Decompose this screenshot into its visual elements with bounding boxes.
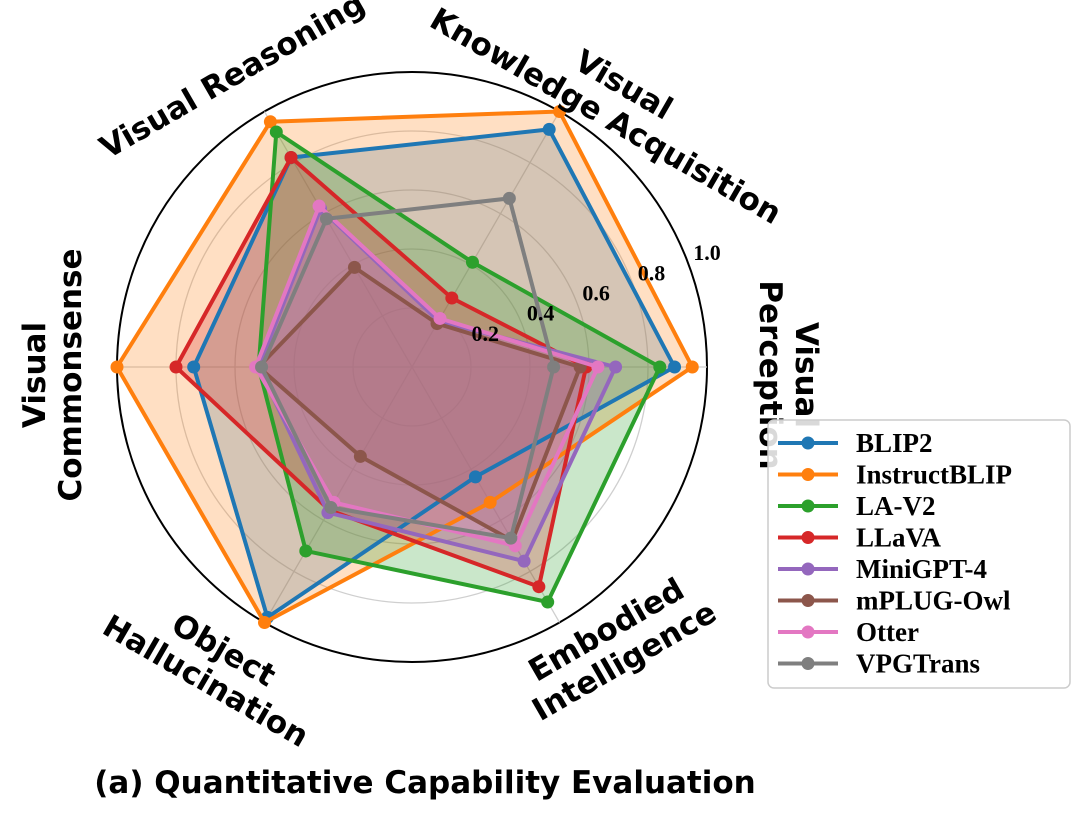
data-point-instructblip [685, 360, 699, 374]
data-point-instructblip [483, 495, 497, 509]
data-point-blip2 [542, 122, 556, 136]
data-point-instructblip [110, 360, 124, 374]
data-point-minigpt-4 [517, 554, 531, 568]
radial-tick-label: 0.2 [471, 321, 499, 346]
axis-label-line: Visual [17, 322, 53, 428]
legend-label: mPLUG-Owl [856, 586, 1011, 616]
data-point-llava [284, 151, 298, 165]
legend-label: BLIP2 [856, 428, 933, 458]
series-area-llava [176, 157, 586, 587]
legend-label: MiniGPT-4 [856, 554, 987, 584]
data-point-mplug-owl [347, 260, 361, 274]
data-point-llava [169, 360, 183, 374]
axis-label-line: Visual [788, 322, 824, 428]
legend-item-minigpt-4: MiniGPT-4 [778, 554, 987, 584]
legend-item-otter: Otter [778, 617, 919, 647]
data-point-instructblip [263, 115, 277, 129]
legend-swatch-marker [801, 594, 815, 607]
radial-tick-label: 1.0 [693, 240, 721, 265]
data-point-instructblip [258, 615, 271, 629]
data-point-blip2 [668, 360, 682, 374]
data-point-otter [591, 360, 605, 374]
data-point-la-v2 [465, 255, 479, 269]
legend-label: LLaVA [856, 523, 942, 553]
legend-swatch-marker [801, 562, 815, 576]
legend-swatch-marker [801, 499, 815, 513]
data-point-la-v2 [653, 360, 667, 374]
series-area-otter [255, 206, 598, 546]
radial-tick-label: 0.4 [527, 301, 555, 326]
data-point-la-v2 [299, 544, 313, 558]
radial-tick-labels: 0.2 0.4 0.6 0.8 1.0 [471, 240, 720, 346]
figure-caption: (a) Quantitative Capability Evaluation [94, 765, 756, 801]
data-point-vpgtrans [319, 212, 333, 226]
series-lines [110, 105, 699, 629]
data-point-vpgtrans [504, 531, 518, 545]
axis-label-line: Commonsense [53, 248, 89, 501]
data-point-la-v2 [541, 595, 555, 609]
grid-spoke [263, 366, 413, 623]
legend-label: Otter [856, 617, 919, 647]
data-point-vpgtrans [255, 360, 269, 374]
legend-label: LA-V2 [856, 491, 936, 521]
series-vpgtrans [255, 191, 561, 545]
data-point-llava [532, 580, 546, 594]
legend-item-vpgtrans: VPGTrans [778, 649, 980, 679]
data-point-llava [445, 291, 459, 305]
legend-swatch-marker [801, 468, 815, 481]
radial-tick-label: 0.6 [582, 280, 610, 305]
legend-swatch-marker [801, 436, 815, 450]
legend: BLIP2InstructBLIPLA-V2LLaVAMiniGPT-4mPLU… [767, 419, 1071, 689]
radial-tick-label: 0.8 [638, 260, 666, 285]
legend-swatch-marker [801, 531, 815, 544]
series-area-instructblip [117, 111, 693, 623]
legend-label: VPGTrans [856, 649, 980, 679]
series-area-mplug-owl [258, 267, 581, 541]
data-point-vpgtrans [502, 191, 516, 205]
legend-frame [767, 419, 1071, 689]
legend-item-instructblip: InstructBLIP [778, 460, 1012, 490]
axis-label-visual-commonsense: Visual Commonsense [17, 248, 89, 501]
legend-item-blip2: BLIP2 [778, 428, 933, 458]
legend-label: InstructBLIP [856, 460, 1012, 490]
data-point-vpgtrans [324, 501, 338, 515]
legend-item-mplug-owl: mPLUG-Owl [778, 586, 1011, 616]
legend-swatch-marker [801, 625, 815, 639]
grid-spoke [411, 366, 561, 623]
legend-swatch-marker [801, 657, 815, 670]
data-point-la-v2 [269, 125, 283, 139]
data-point-otter [312, 199, 326, 213]
legend-item-la-v2: LA-V2 [778, 491, 936, 521]
data-point-minigpt-4 [609, 360, 623, 374]
data-point-blip2 [187, 360, 201, 374]
data-point-vpgtrans [547, 360, 561, 374]
data-point-instructblip [553, 105, 566, 119]
data-point-otter [433, 311, 447, 325]
legend-item-llava: LLaVA [778, 523, 942, 553]
series-instructblip [110, 105, 699, 629]
data-point-blip2 [468, 470, 482, 484]
data-point-mplug-owl [353, 449, 367, 463]
